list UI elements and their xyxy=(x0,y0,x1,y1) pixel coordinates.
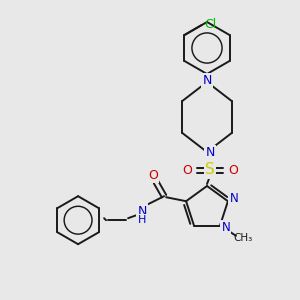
Text: N: N xyxy=(137,205,147,218)
Text: Cl: Cl xyxy=(205,19,217,32)
Text: N: N xyxy=(230,192,238,205)
Text: N: N xyxy=(202,74,212,88)
Text: O: O xyxy=(148,169,158,182)
Text: CH₃: CH₃ xyxy=(233,233,253,243)
Text: N: N xyxy=(222,221,230,234)
Text: O: O xyxy=(228,164,238,176)
Text: H: H xyxy=(138,215,146,225)
Text: N: N xyxy=(205,146,215,160)
Text: S: S xyxy=(205,163,215,178)
Text: O: O xyxy=(182,164,192,176)
